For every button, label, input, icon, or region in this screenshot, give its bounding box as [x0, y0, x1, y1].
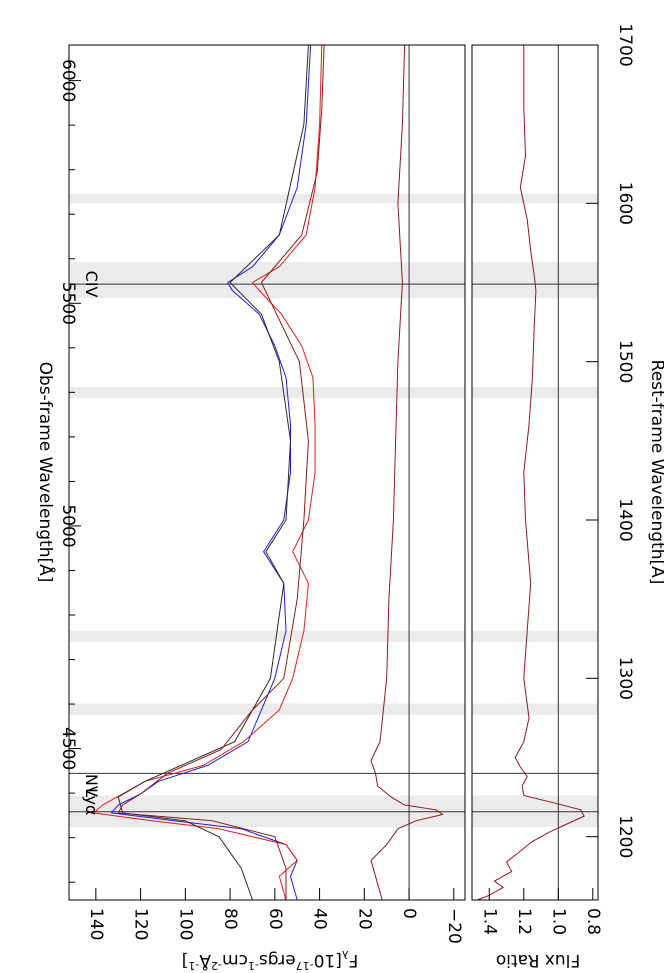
flux-axis-title: Fλ[10-17ergs-1cm-2Å-1]	[182, 948, 358, 972]
obs-wavelength-axis-title: Obs-frame Wavelength[Å]	[35, 362, 57, 583]
obs-tick-label: 5500	[58, 282, 78, 325]
flux-tick-label: 40	[310, 908, 330, 930]
rest-tick-label: 1700	[615, 23, 635, 66]
ratio-tick-label: 1.0	[548, 908, 568, 935]
obs-tick-label: 5000	[58, 504, 78, 547]
flux-tick-label: 80	[220, 908, 240, 930]
flux-ratio-panel-frame	[471, 44, 599, 901]
shaded-band	[69, 261, 465, 299]
shaded-band	[69, 703, 465, 715]
flux-tick-label: −20	[444, 908, 464, 944]
flux-ratio-line	[477, 45, 585, 901]
flux-series-line	[117, 44, 325, 900]
flux-tick-label: 100	[175, 908, 195, 940]
rest-tick-label: 1200	[615, 815, 635, 858]
flux-tick-label: 60	[265, 908, 285, 930]
spectral-line-label: CIV	[82, 271, 101, 298]
flux-tick-label: 20	[354, 908, 374, 930]
flux-tick-label: 0	[399, 908, 419, 919]
flux-series-line	[92, 44, 323, 901]
spectral-line-label: Lyα	[82, 788, 101, 815]
shaded-band	[472, 387, 598, 399]
flux-ratio-axis-title: Flux Ratio	[496, 950, 580, 970]
shaded-band	[69, 387, 465, 399]
ratio-tick-label: 0.8	[583, 908, 603, 935]
shaded-band	[472, 630, 598, 642]
flux-panel-frame	[68, 44, 466, 901]
rest-tick-label: 1400	[615, 498, 635, 541]
ratio-tick-label: 1.4	[479, 908, 499, 935]
rest-wavelength-axis-title: Rest-frame Wavelength[Å]	[647, 360, 664, 585]
rest-tick-label: 1500	[615, 340, 635, 383]
flux-series-line	[370, 44, 444, 901]
obs-tick-label: 4500	[58, 727, 78, 770]
rest-tick-label: 1300	[615, 657, 635, 700]
spectral-line-label: NV	[82, 774, 101, 797]
obs-tick-label: 6000	[58, 59, 78, 102]
shaded-band	[472, 193, 598, 204]
flux-tick-label: 120	[131, 908, 151, 940]
flux-tick-label: 140	[86, 908, 106, 940]
flux-series-line	[110, 44, 312, 901]
ratio-tick-label: 1.2	[514, 908, 534, 935]
shaded-band	[69, 630, 465, 642]
flux-ratio-panel: 1200 1300 1400 1500 1600 1700 1.4 1.2 1.0 0.8	[471, 23, 635, 935]
shaded-band	[472, 703, 598, 715]
shaded-band	[69, 193, 465, 204]
rest-tick-label: 1600	[615, 182, 635, 225]
flux-series-line	[117, 44, 309, 901]
